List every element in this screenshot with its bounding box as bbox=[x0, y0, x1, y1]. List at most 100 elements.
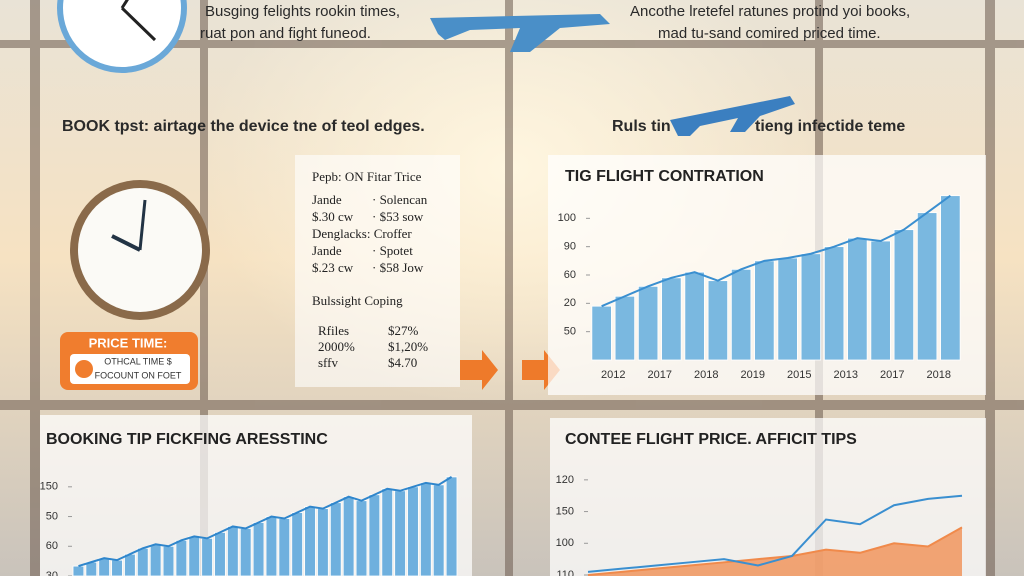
x-tick-label: 2019 bbox=[741, 369, 765, 381]
card-cell: $27% bbox=[388, 323, 419, 338]
bar bbox=[278, 518, 291, 576]
bar bbox=[355, 500, 368, 576]
price-card-content: Pepb: ON Fitar Trice Jande · Solencan $.30 … bbox=[312, 169, 428, 370]
card-cell: Rfiles bbox=[318, 323, 349, 338]
y-tick-label: 20 bbox=[564, 297, 576, 309]
badge-text: FOCOUNT ON FOET bbox=[95, 370, 182, 380]
header-text: ruat pon and fight funeod. bbox=[200, 25, 371, 42]
badge-title: PRICE TIME: bbox=[89, 335, 168, 350]
bar bbox=[870, 240, 891, 361]
bar bbox=[227, 526, 239, 576]
y-tick-label: 100 bbox=[558, 212, 576, 224]
bar bbox=[754, 260, 775, 361]
bar bbox=[407, 486, 419, 576]
bar bbox=[304, 506, 316, 576]
bar bbox=[661, 277, 682, 361]
bar bbox=[175, 539, 188, 576]
plane-icon bbox=[670, 96, 795, 136]
bar bbox=[162, 545, 175, 576]
x-tick-label: 2017 bbox=[880, 369, 904, 381]
card-cell: Jande bbox=[312, 192, 342, 207]
card-cell: · $58 Jow bbox=[372, 260, 424, 275]
bar bbox=[823, 246, 845, 361]
bar bbox=[394, 490, 406, 576]
clock-top bbox=[57, 0, 187, 73]
bar bbox=[72, 565, 85, 576]
x-tick-label: 2017 bbox=[648, 369, 672, 381]
y-tick-label: 60 bbox=[564, 269, 576, 281]
bar bbox=[124, 553, 136, 576]
bar bbox=[940, 195, 961, 361]
trend-line bbox=[601, 194, 951, 308]
chart-title: TIG FLIGHT CONTRATION bbox=[565, 168, 764, 185]
subheading: Ruls tin bbox=[612, 118, 671, 135]
line bbox=[587, 494, 963, 573]
header-text: Busging felights rookin times, bbox=[205, 3, 400, 20]
y-tick-label: 60 bbox=[46, 540, 58, 552]
bar bbox=[777, 257, 798, 361]
bar bbox=[916, 212, 938, 361]
bar bbox=[591, 305, 612, 361]
bar bbox=[730, 268, 752, 361]
bar bbox=[265, 516, 278, 576]
chart-title: CONTEE FLIGHT PRICE. AFFICIT TIPS bbox=[565, 431, 857, 448]
bar bbox=[214, 532, 226, 576]
subheading: BOOK tpst: airtage the device tne of teo… bbox=[62, 118, 425, 135]
plane-icon bbox=[430, 14, 610, 52]
bar bbox=[201, 537, 213, 576]
x-tick-label: 2015 bbox=[787, 369, 811, 381]
bar bbox=[637, 285, 659, 361]
y-tick-label: 120 bbox=[556, 474, 574, 486]
y-tick-label: 50 bbox=[46, 510, 58, 522]
card-cell: 2000% bbox=[318, 339, 355, 354]
bar bbox=[252, 522, 265, 576]
bar bbox=[381, 488, 394, 576]
y-tick-label: 150 bbox=[556, 505, 574, 517]
bar bbox=[239, 528, 252, 576]
arrow bbox=[460, 350, 498, 390]
card-title: Pepb: ON Fitar Trice bbox=[312, 169, 422, 184]
card-cell: · Spotet bbox=[372, 243, 413, 258]
x-tick-label: 2013 bbox=[834, 369, 858, 381]
bar bbox=[432, 484, 445, 576]
bar bbox=[707, 280, 729, 361]
card-cell: $1,20% bbox=[388, 339, 428, 354]
charts: TIG FLIGHT CONTRATION 100 90 60 20 50 2012 2017… bbox=[40, 168, 963, 576]
bar bbox=[800, 253, 822, 361]
bar bbox=[317, 508, 329, 576]
chart-title: BOOKING TIP FICKFING ARESSTINC bbox=[46, 431, 328, 448]
subheading: tieng infectide teme bbox=[755, 118, 905, 135]
card-cell: · $53 sow bbox=[372, 209, 424, 224]
header-text: mad tu-sand comired priced time. bbox=[658, 25, 881, 42]
card-cell: $4.70 bbox=[388, 355, 417, 370]
y-tick-label: 100 bbox=[556, 537, 574, 549]
card-cell: Denglacks: Croffer bbox=[312, 226, 412, 241]
y-tick-label: 90 bbox=[564, 241, 576, 253]
y-tick-label: 150 bbox=[40, 481, 58, 493]
bar bbox=[420, 482, 432, 576]
bar bbox=[291, 512, 303, 576]
x-tick-label: 2018 bbox=[694, 369, 718, 381]
bar bbox=[445, 476, 458, 576]
bar bbox=[684, 271, 705, 361]
y-tick-label: 110 bbox=[556, 569, 574, 576]
line bbox=[587, 526, 963, 576]
bar bbox=[98, 557, 110, 576]
bar bbox=[329, 502, 342, 576]
card-cell: $.30 cw bbox=[312, 209, 354, 224]
clock bbox=[70, 180, 210, 320]
y-tick-label: 30 bbox=[46, 570, 58, 576]
bar bbox=[111, 559, 123, 576]
badge-text: OTHCAL TIME $ bbox=[104, 356, 172, 366]
card-subtitle: Bulssight Coping bbox=[312, 293, 403, 308]
bar bbox=[136, 547, 149, 576]
bar bbox=[149, 543, 162, 576]
trend-line bbox=[78, 476, 453, 568]
x-tick-label: 2012 bbox=[601, 369, 625, 381]
card-cell: · Solencan bbox=[372, 192, 428, 207]
bar bbox=[342, 496, 355, 576]
card-cell: Jande bbox=[312, 243, 342, 258]
y-tick-label: 50 bbox=[564, 326, 576, 338]
bar bbox=[893, 229, 915, 361]
